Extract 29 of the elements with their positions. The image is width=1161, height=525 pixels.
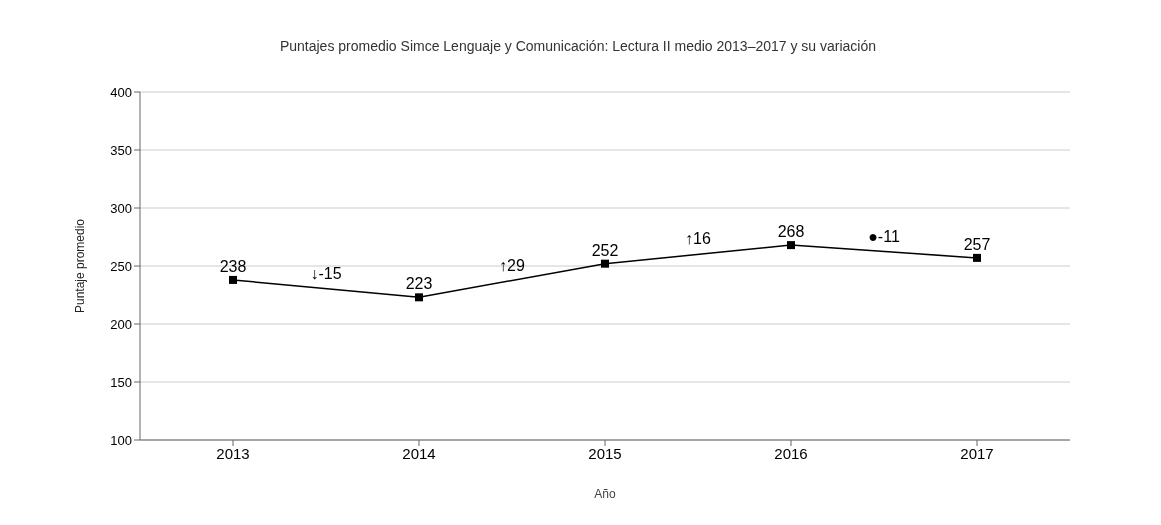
data-label: 238 xyxy=(219,257,247,275)
y-tick-label: 400 xyxy=(110,84,132,100)
annotation: ↑16 xyxy=(685,230,711,248)
y-tick-label: 350 xyxy=(110,142,132,158)
x-tick-label: 2017 xyxy=(960,444,994,462)
data-label: 252 xyxy=(591,241,619,259)
data-label: 257 xyxy=(963,235,991,253)
point xyxy=(787,241,795,250)
x-axis-title: Año xyxy=(594,487,616,501)
annotation: ↑29 xyxy=(499,256,525,274)
x-tick-label: 2013 xyxy=(216,444,250,462)
data-label: 268 xyxy=(777,223,805,241)
data-label: 223 xyxy=(405,275,433,293)
x-tick-label: 2014 xyxy=(402,444,436,462)
y-tick-label: 100 xyxy=(110,432,132,448)
chart-title: Puntajes promedio Simce Lenguaje y Comunicación: Lectura II medio 2013–2017 y su variación xyxy=(278,38,878,54)
y-tick-label: 300 xyxy=(110,200,132,216)
y-tick-label: 150 xyxy=(110,374,132,390)
x-tick-label: 2015 xyxy=(588,444,622,462)
point xyxy=(601,259,609,268)
point xyxy=(973,253,981,262)
x-tick-label: 2016 xyxy=(774,444,808,462)
point xyxy=(229,275,237,284)
point xyxy=(415,293,423,302)
annotation: ●-11 xyxy=(868,227,900,245)
annotation: ↓-15 xyxy=(310,264,342,282)
y-tick-label: 200 xyxy=(110,316,132,332)
y-axis-title: Puntaje promedio xyxy=(73,218,88,314)
y-tick-label: 250 xyxy=(110,258,132,274)
